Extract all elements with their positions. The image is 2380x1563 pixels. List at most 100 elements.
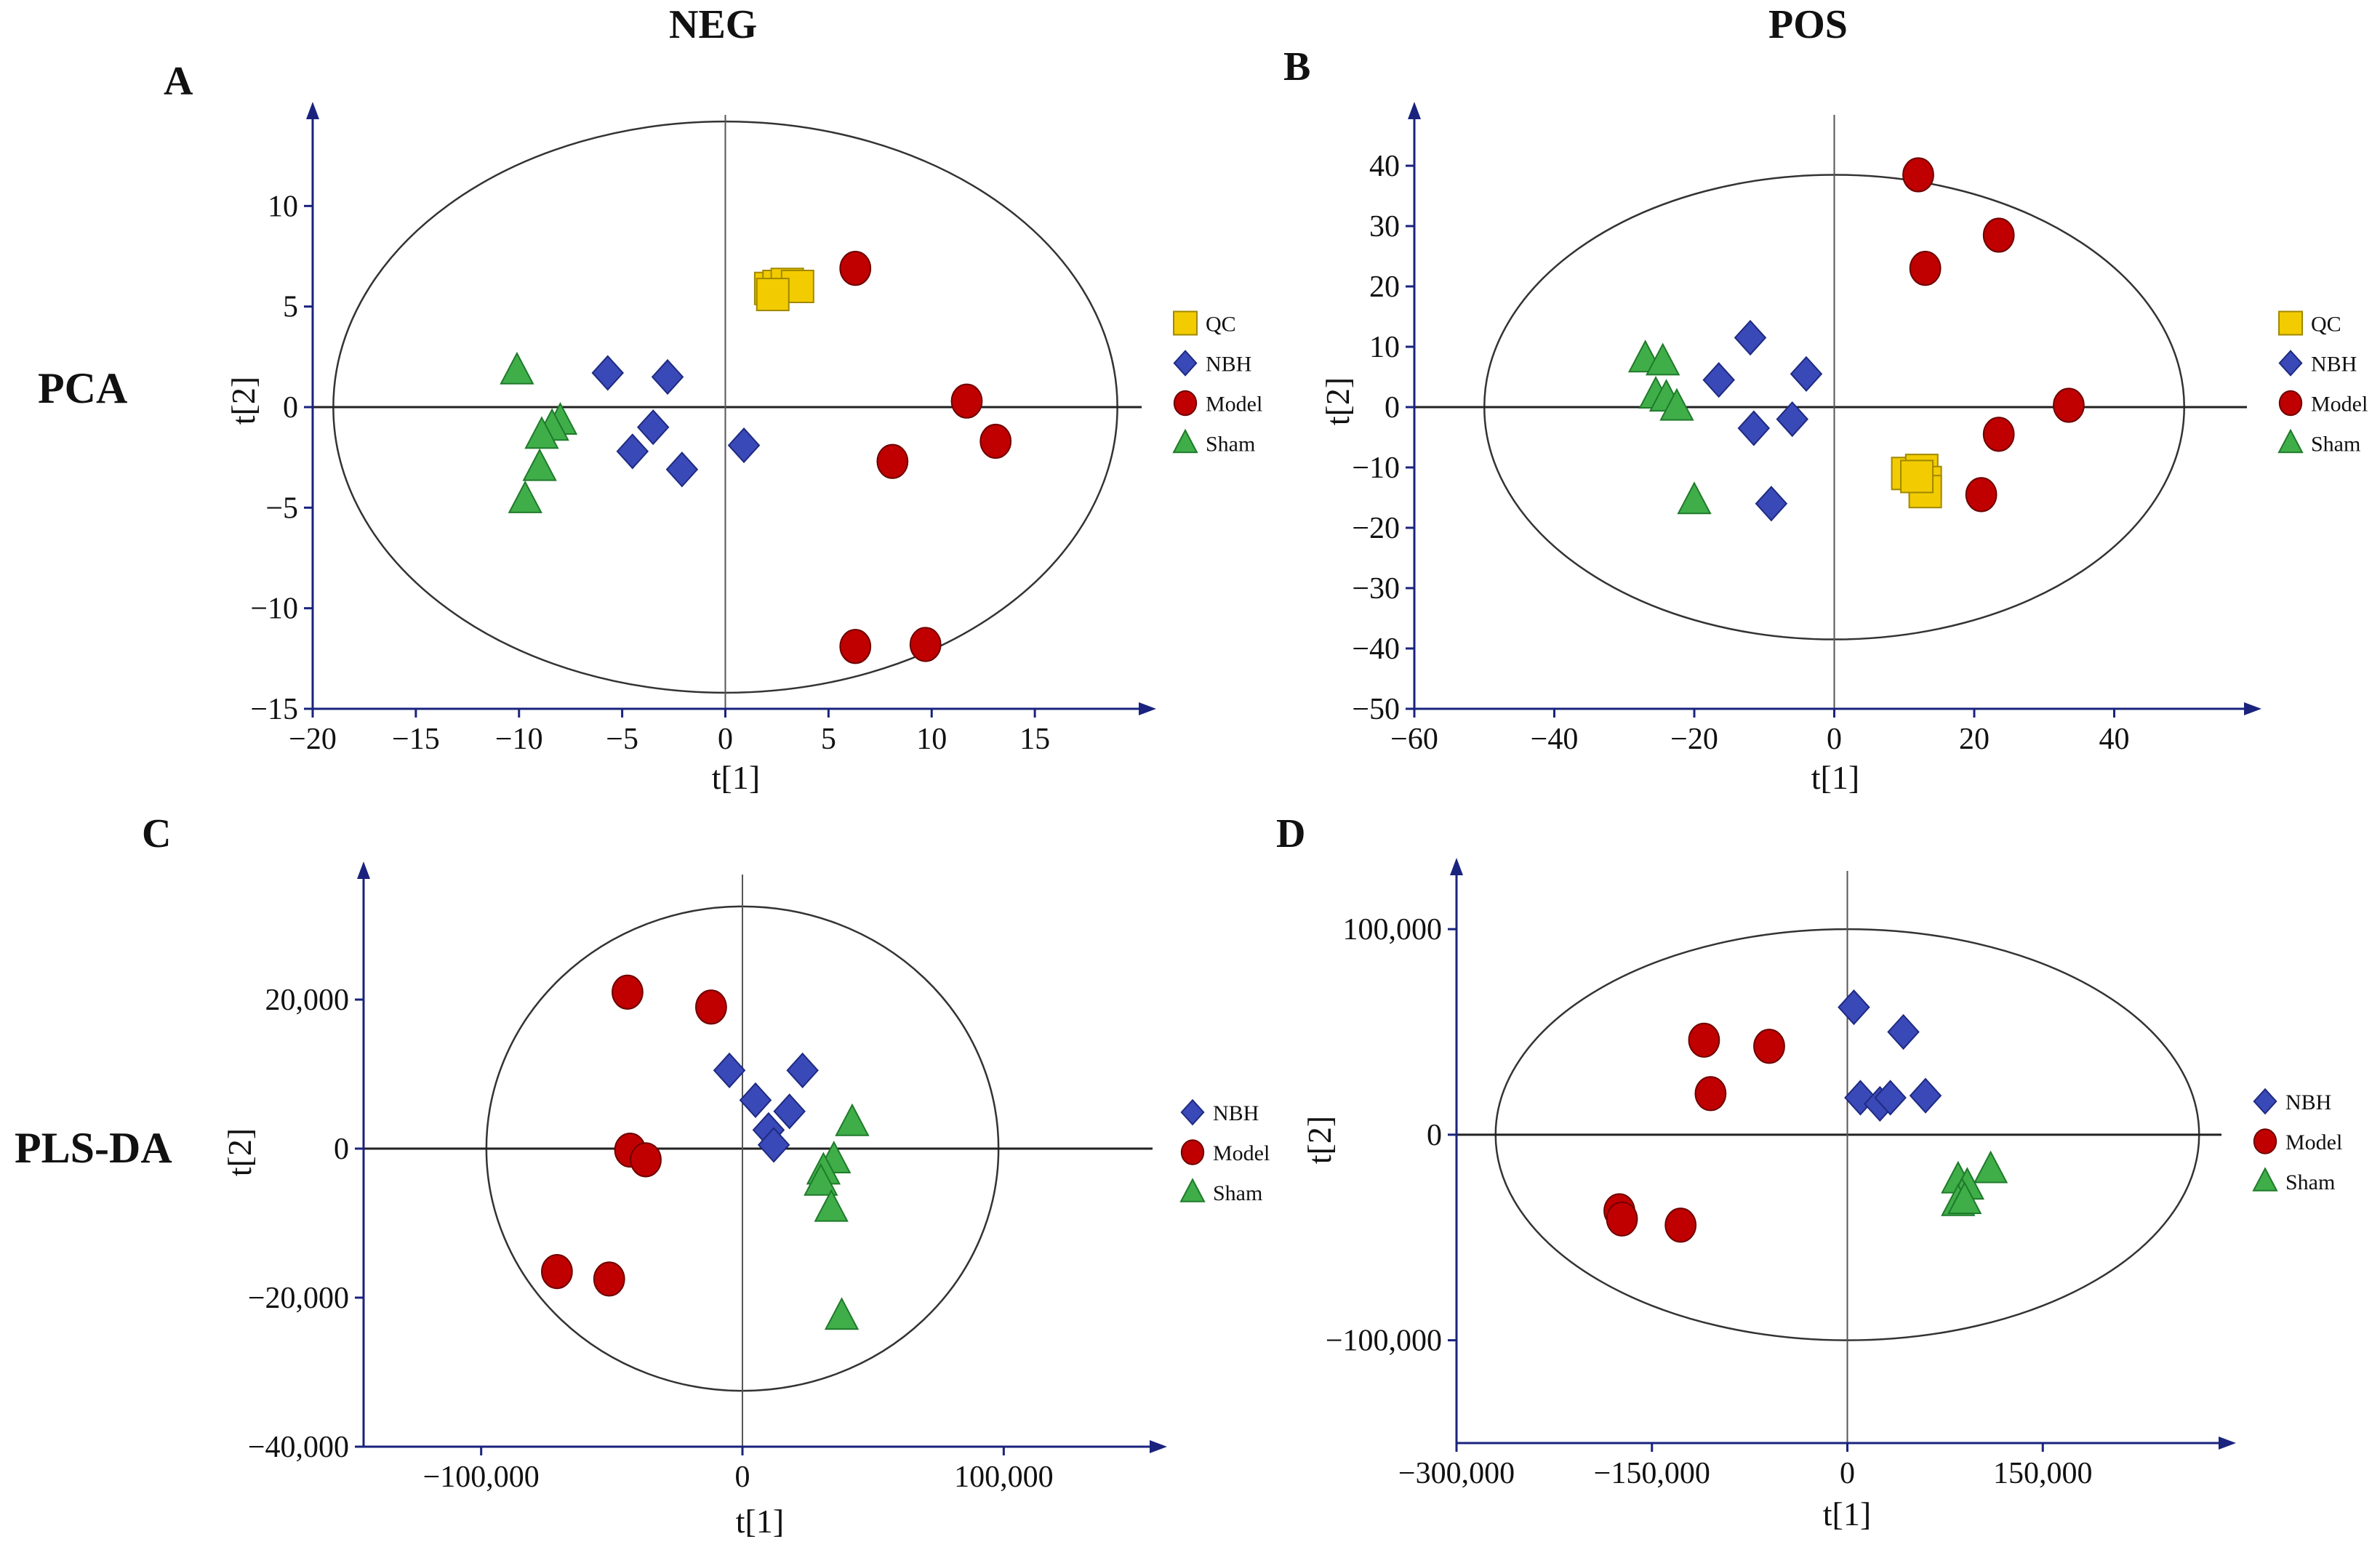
legend-label-nbh: NBH [2311, 353, 2357, 377]
y-tick-label: −20 [1352, 512, 1400, 545]
panel-d: −300,000 −150,000 0 150,000 −100,000 0 100,000… [1301, 858, 2342, 1532]
legend-marker-nbh [1173, 350, 1198, 377]
y-axis-arrow [1450, 858, 1463, 875]
point-model [1902, 157, 1934, 193]
point-nbh [786, 1052, 819, 1088]
point-model [1982, 417, 2015, 452]
point-model [593, 1261, 625, 1297]
point-nbh [1790, 355, 1823, 392]
point-sham [500, 351, 534, 385]
y-tick-label: −5 [265, 491, 298, 525]
x-axis-label: t[1] [736, 1503, 784, 1540]
panel-c: −100,000 0 100,000 −40,000 −20,000 0 20,000 t[1… [221, 861, 1270, 1540]
x-tick-label: 0 [1840, 1457, 1855, 1490]
point-nbh [1909, 1077, 1942, 1114]
legend-marker-model [2253, 1128, 2277, 1154]
point-nbh [591, 355, 625, 391]
point-nbh [713, 1052, 746, 1088]
panel-letter-d: D [1276, 811, 1306, 856]
y-tick-label: −10 [1352, 451, 1400, 485]
point-model [612, 974, 644, 1010]
x-tick-label: 0 [1827, 723, 1842, 756]
point-model [1694, 1076, 1727, 1112]
y-axis-arrow [357, 861, 370, 879]
panel-letter-a: A [164, 59, 193, 104]
point-model [1688, 1022, 1720, 1058]
point-nbh [1838, 989, 1870, 1026]
point-model [1909, 251, 1942, 286]
column-header-pos: POS [1768, 2, 1848, 47]
point-nbh [1887, 1013, 1920, 1050]
point-model [1606, 1201, 1638, 1237]
point-sham [824, 1297, 860, 1330]
point-model [1753, 1029, 1785, 1064]
legend-label-qc: QC [2311, 313, 2341, 337]
y-tick-label: 40 [1369, 150, 1400, 183]
point-model [950, 383, 983, 419]
panel-b: −60 −40 −20 0 20 40 −50 −40 −30 −20 −10 0 10 20 30 40 t[… [1319, 102, 2368, 796]
y-tick-label: 20 [1369, 270, 1400, 304]
point-nbh [1755, 486, 1788, 522]
legend-marker-sham [2277, 428, 2304, 454]
legend-marker-sham [2252, 1167, 2278, 1192]
point-model [630, 1142, 662, 1178]
legend-label-sham: Sham [2285, 1170, 2335, 1194]
y-axis-arrow [1408, 102, 1421, 119]
x-tick-label: 5 [821, 723, 836, 756]
x-tick-label: −5 [606, 723, 638, 756]
point-model [694, 989, 727, 1025]
point-model [1982, 217, 2015, 253]
x-tick-label: −300,000 [1398, 1457, 1515, 1490]
x-tick-label: 15 [1019, 723, 1050, 756]
y-tick-label: −100,000 [1326, 1325, 1442, 1358]
y-axis-label: t[2] [1319, 377, 1356, 425]
x-tick-label: 100,000 [954, 1460, 1054, 1494]
legend-marker-sham [1172, 428, 1198, 454]
point-sham [508, 480, 542, 513]
legend-label-model: Model [1213, 1141, 1270, 1165]
x-tick-label: 150,000 [1993, 1457, 2093, 1490]
point-sham [524, 416, 559, 449]
point-nbh [1734, 319, 1767, 356]
point-nbh [739, 1082, 772, 1118]
x-tick-label: −20 [1670, 723, 1718, 756]
point-sham [1659, 387, 1694, 421]
point-qc [756, 278, 790, 312]
legend-label-sham: Sham [1213, 1181, 1262, 1205]
x-tick-label: 0 [735, 1460, 750, 1494]
point-model [1965, 477, 1998, 513]
y-tick-label: −20,000 [248, 1282, 349, 1315]
y-tick-label: −30 [1352, 572, 1400, 606]
point-nbh [1776, 401, 1808, 438]
x-tick-label: −15 [392, 723, 440, 756]
point-model [540, 1254, 573, 1290]
legend-label-model: Model [2311, 393, 2368, 417]
legend-marker-nbh [1180, 1098, 1205, 1126]
x-tick-label: −60 [1390, 723, 1438, 756]
y-axis-label: t[2] [225, 377, 262, 425]
x-tick-label: −40 [1531, 723, 1579, 756]
point-model [839, 251, 872, 286]
y-tick-label: −40 [1352, 632, 1400, 666]
point-model [979, 423, 1012, 459]
x-axis-label: t[1] [712, 759, 760, 796]
legend-label-nbh: NBH [2285, 1090, 2331, 1114]
point-sham [522, 448, 557, 481]
legend-label-sham: Sham [1206, 433, 1255, 457]
point-sham [1947, 1181, 1982, 1214]
point-sham [835, 1103, 870, 1136]
point-sham [1973, 1150, 2008, 1184]
panel-a: −20 −15 −10 −5 0 5 10 15−15−10−50510t[1]t[2]QCN… [225, 102, 1262, 796]
legend-label-model: Model [2285, 1130, 2342, 1154]
point-qc [1900, 459, 1934, 494]
point-nbh [773, 1093, 806, 1130]
legend-marker-qc [1173, 310, 1198, 336]
panel-letter-c: C [142, 811, 172, 856]
y-tick-label: 30 [1369, 210, 1400, 244]
y-axis-label: t[2] [221, 1128, 258, 1176]
legend-label-qc: QC [1206, 313, 1236, 337]
legend-label-sham: Sham [2311, 433, 2360, 457]
x-tick-label: −100,000 [423, 1460, 540, 1494]
